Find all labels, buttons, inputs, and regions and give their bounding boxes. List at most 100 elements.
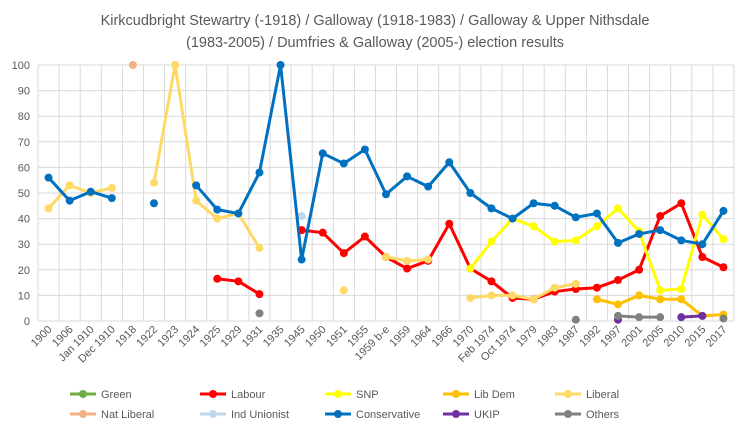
y-tick-label: 90 [18,86,30,98]
data-point [255,290,264,299]
data-point [592,209,601,218]
legend-swatch-marker [564,390,572,398]
data-point [466,189,475,197]
legend-swatch-marker [564,410,572,418]
data-point [360,145,369,154]
data-point [44,173,53,182]
x-tick-label: 1964 [409,324,435,350]
legend-label: Nat Liberal [101,409,154,421]
y-tick-label: 20 [18,265,30,277]
data-point [656,212,665,221]
x-tick-label: 1950 [303,324,329,350]
x-tick-label: 1918 [113,324,139,350]
data-point [656,226,665,235]
data-point [107,194,116,203]
data-point [86,187,95,196]
legend-label: Liberal [586,389,619,401]
data-point [592,283,601,292]
data-point [677,295,686,304]
data-point [719,314,728,323]
series-labour [213,199,728,304]
legend-swatch-marker [209,390,217,398]
legend-item: Others [555,409,620,421]
data-point [529,199,538,208]
series-others [255,309,728,324]
y-tick-label: 30 [18,239,30,251]
data-point [445,219,454,228]
data-point [677,313,686,322]
y-tick-label: 60 [18,162,30,174]
data-point [297,212,306,221]
data-point [571,213,580,222]
series-line [47,183,113,210]
data-point [234,209,243,218]
x-tick-label: 1997 [598,324,624,350]
data-point [571,279,580,288]
data-point [487,204,496,213]
data-point [424,182,433,191]
x-tick-label: 2015 [683,324,709,350]
data-point [719,235,728,244]
x-tick-label: 1979 [514,324,540,350]
data-point [614,276,622,285]
x-tick-label: 1923 [155,324,181,350]
legend-label: Conservative [356,409,420,421]
data-point [403,264,412,273]
series-conservative [44,61,728,264]
data-point [550,283,559,292]
legend-item: UKIP [443,409,500,421]
legend-item: SNP [325,389,379,401]
legend-label: Lib Dem [474,389,515,401]
data-point [719,206,728,215]
data-point [571,236,580,245]
data-point [487,291,496,300]
x-tick-label: 1935 [261,324,287,350]
y-tick-label: 0 [24,316,30,328]
data-point [403,256,412,265]
data-point [107,183,116,192]
data-point [339,159,348,168]
data-point [255,309,264,318]
legend-swatch-marker [79,390,87,398]
data-point [403,172,412,181]
x-tick-label: 1924 [177,324,203,350]
x-tick-label: 2005 [641,324,667,350]
legend-item: Labour [200,389,266,401]
x-tick-label: 1992 [577,324,603,350]
x-tick-label: 1931 [240,324,266,350]
data-point [635,291,644,300]
data-point [297,255,306,264]
legend-swatch-marker [209,410,217,418]
data-point [487,237,496,246]
legend-swatch-marker [334,410,342,418]
data-point [698,253,707,261]
legend-label: UKIP [474,409,500,421]
data-point [192,196,201,205]
data-point [614,300,622,309]
y-tick-label: 100 [12,60,30,72]
data-point [382,190,390,199]
legend-item: Ind Unionist [200,409,289,421]
data-point [150,199,158,208]
x-tick-label: 2017 [704,324,730,350]
y-tick-label: 80 [18,111,30,123]
data-point [424,255,433,264]
data-point [614,238,622,247]
data-point [466,264,475,273]
data-point [656,295,665,304]
y-tick-label: 50 [18,188,30,200]
x-tick-label: 2001 [619,324,645,350]
data-point [128,61,137,69]
data-point [656,313,665,322]
legend-label: Others [586,409,620,421]
data-point [698,311,707,320]
legend-swatch-marker [452,390,460,398]
data-point [550,201,559,210]
data-point [677,236,686,245]
data-point [635,265,644,274]
data-point [65,196,74,205]
data-point [635,229,644,238]
data-point [213,214,222,223]
data-point [571,315,580,324]
x-tick-label: 1983 [535,324,561,350]
